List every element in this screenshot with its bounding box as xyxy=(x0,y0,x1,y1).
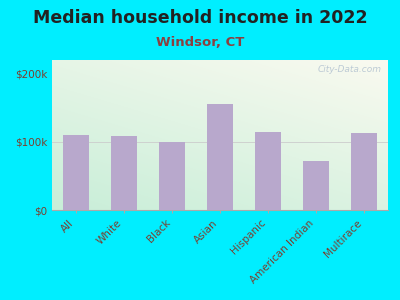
Bar xyxy=(255,132,281,210)
Bar xyxy=(207,104,233,210)
Text: Median household income in 2022: Median household income in 2022 xyxy=(33,9,367,27)
Text: Windsor, CT: Windsor, CT xyxy=(156,36,244,49)
Bar xyxy=(111,136,137,210)
Bar xyxy=(159,142,185,210)
Text: City-Data.com: City-Data.com xyxy=(317,64,381,74)
Bar xyxy=(303,161,329,210)
Bar xyxy=(63,135,89,210)
Bar xyxy=(351,133,377,210)
